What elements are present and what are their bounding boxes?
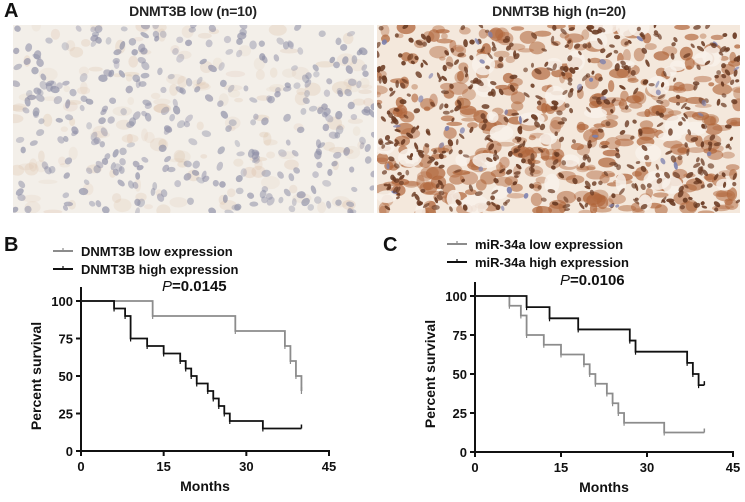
panel-c-letter: C [383, 234, 398, 256]
svg-text:75: 75 [453, 328, 467, 343]
svg-text:100: 100 [51, 294, 73, 309]
p-value-annotation: P=0.0145 [162, 278, 227, 295]
svg-text:0: 0 [66, 444, 73, 459]
survival-chart-b: DNMT3B low expression DNMT3B high express… [0, 230, 372, 497]
svg-text:miR-34a low expression: miR-34a low expression [475, 237, 623, 252]
axes: 0 25 50 75 100 0 15 30 45 [51, 287, 336, 474]
svg-text:45: 45 [322, 459, 336, 474]
survival-curve [475, 295, 705, 387]
legend-item: DNMT3B low expression [53, 244, 233, 259]
panel-b-letter: B [4, 234, 19, 256]
y-axis-label: Percent survival [422, 320, 438, 428]
svg-text:DNMT3B high expression: DNMT3B high expression [81, 262, 239, 277]
survival-chart-c: miR-34a low expression miR-34a high expre… [372, 230, 745, 497]
svg-text:25: 25 [59, 407, 73, 422]
legend-item: miR-34a low expression [447, 237, 623, 252]
panel-a-left-title: DNMT3B low (n=10) [129, 3, 257, 19]
svg-text:DNMT3B low expression: DNMT3B low expression [81, 244, 233, 259]
svg-text:15: 15 [554, 460, 568, 475]
ihc-image-high [377, 25, 740, 213]
legend-item: DNMT3B high expression [53, 262, 239, 277]
svg-text:45: 45 [726, 460, 740, 475]
svg-text:30: 30 [239, 459, 253, 474]
svg-text:0: 0 [471, 460, 478, 475]
svg-text:50: 50 [59, 369, 73, 384]
svg-text:30: 30 [640, 460, 654, 475]
svg-text:25: 25 [453, 406, 467, 421]
p-value-annotation: P=0.0106 [560, 272, 625, 289]
ihc-image-low [13, 25, 374, 213]
svg-text:50: 50 [453, 367, 467, 382]
x-axis-label: Months [180, 478, 230, 494]
legend-item: miR-34a high expression [447, 255, 629, 270]
svg-text:miR-34a high expression: miR-34a high expression [475, 255, 629, 270]
survival-curve [475, 295, 705, 434]
y-axis-label: Percent survival [28, 322, 44, 430]
svg-text:0: 0 [460, 445, 467, 460]
x-axis-label: Months [579, 479, 629, 495]
svg-text:0: 0 [77, 459, 84, 474]
survival-curve [81, 300, 302, 430]
panel-a-letter: A [4, 0, 19, 22]
svg-text:15: 15 [156, 459, 170, 474]
panel-a-right-title: DNMT3B high (n=20) [492, 3, 626, 19]
svg-text:100: 100 [445, 289, 467, 304]
svg-text:75: 75 [59, 332, 73, 347]
axes: 0 25 50 75 100 0 15 30 45 [445, 282, 740, 475]
